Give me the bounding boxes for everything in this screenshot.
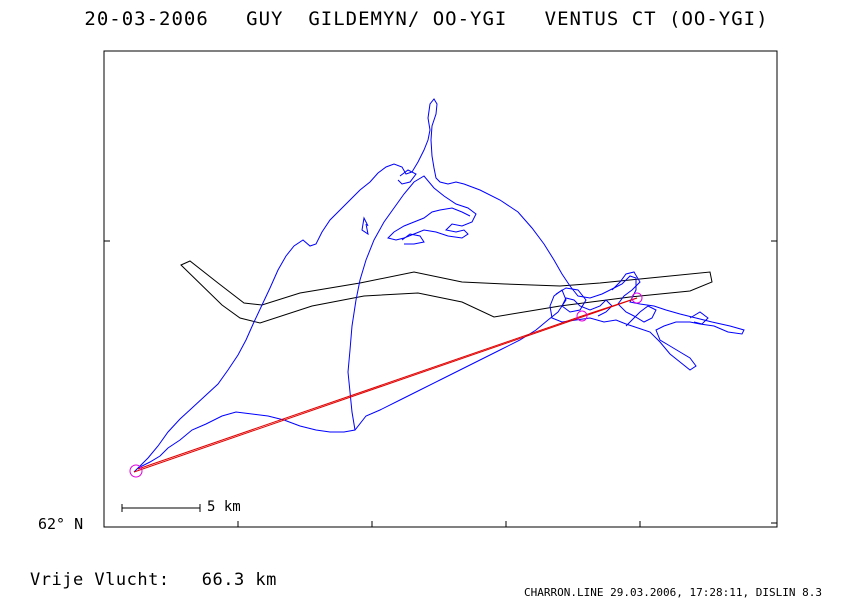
airspace-boundary xyxy=(180,260,713,324)
map-frame xyxy=(103,50,778,528)
flight-track-inner xyxy=(347,169,477,431)
turnpoint-markers xyxy=(129,292,643,478)
latitude-label: 62° N xyxy=(38,515,84,533)
task-line xyxy=(133,297,638,473)
scale-bar-label: 5 km xyxy=(207,499,241,515)
flight-track-cluster xyxy=(555,271,709,327)
scale-bar xyxy=(121,504,201,512)
free-flight-distance: Vrije Vlucht: 66.3 km xyxy=(30,570,277,590)
footer-credit: CHARRON.LINE 29.03.2006, 17:28:11, DISLI… xyxy=(523,586,822,599)
flight-track xyxy=(133,98,745,473)
map-title: 20-03-2006 GUY GILDEMYN/ OO-YGI VENTUS C… xyxy=(84,8,769,30)
axis-ticks xyxy=(104,240,777,527)
turnpoint-east xyxy=(631,292,643,304)
start-turnpoint xyxy=(129,464,143,478)
turnpoint-mid xyxy=(576,310,588,322)
